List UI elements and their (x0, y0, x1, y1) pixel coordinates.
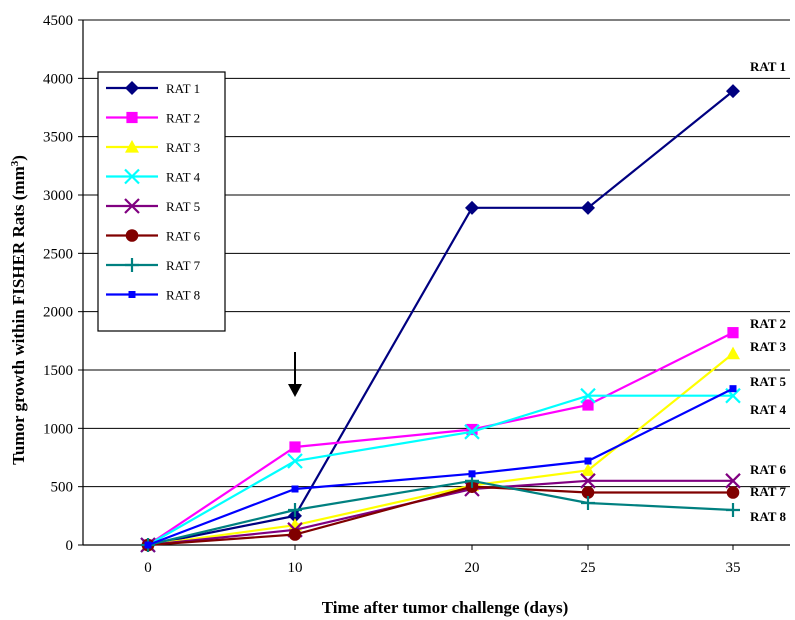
data-point (727, 327, 739, 339)
legend-item-4: RAT 4 (106, 168, 201, 185)
data-point (289, 441, 301, 453)
legend-item-2: RAT 2 (106, 111, 200, 126)
legend-item-5: RAT 5 (106, 198, 200, 214)
legend-item-8: RAT 8 (106, 288, 200, 303)
series-group (140, 84, 741, 553)
data-point (125, 81, 139, 95)
y-axis-title-close: ) (9, 155, 28, 161)
series-line (147, 331, 734, 546)
data-point (125, 229, 139, 242)
x-tick-labels: 0 10 20 25 35 (144, 545, 741, 576)
y-tick-label: 0 (66, 538, 74, 554)
data-point (124, 168, 140, 185)
data-point (729, 385, 737, 393)
y-tick-label: 500 (51, 480, 74, 496)
data-point (726, 346, 740, 360)
data-point (144, 541, 152, 549)
data-point (288, 503, 302, 517)
end-label-series-1: RAT 1 (750, 59, 786, 74)
legend-label: RAT 4 (166, 170, 201, 185)
legend: RAT 1 RAT 2 RAT 3 RAT 4 RAT 5 RAT 6 RAT 7 RAT 8 (97, 71, 226, 332)
series-line (147, 352, 734, 547)
data-point (584, 457, 592, 465)
end-label-series-4: RAT 4 (750, 402, 786, 417)
data-point (726, 503, 740, 517)
series-line (147, 387, 734, 547)
x-tick-label: 20 (465, 560, 480, 576)
data-point (126, 111, 138, 124)
series-2 (142, 327, 739, 551)
legend-box (97, 71, 226, 332)
data-point (128, 291, 136, 298)
data-point (726, 486, 740, 499)
end-label-series-5: RAT 5 (750, 374, 786, 389)
data-point (582, 399, 594, 411)
y-tick-label: 3500 (43, 130, 73, 146)
series-line (147, 394, 733, 546)
data-point (580, 387, 596, 404)
data-point (725, 473, 741, 489)
data-point (465, 200, 479, 215)
end-label-series-6: RAT 6 (750, 462, 786, 477)
legend-label: RAT 2 (166, 111, 200, 126)
legend-label: RAT 1 (166, 81, 200, 96)
end-label-series-3: RAT 3 (750, 339, 786, 354)
series-line (147, 479, 733, 547)
y-tick-label: 4000 (43, 71, 73, 87)
data-point (581, 496, 595, 510)
legend-label: RAT 5 (166, 199, 200, 214)
x-tick-label: 35 (726, 560, 741, 576)
data-point (726, 84, 740, 99)
x-tick-label: 10 (288, 560, 303, 576)
series-6 (141, 480, 740, 552)
series-8 (144, 385, 737, 549)
data-point (581, 486, 595, 499)
data-point (287, 453, 303, 469)
legend-item-3: RAT 3 (106, 140, 200, 155)
data-point (466, 423, 478, 436)
data-point (580, 473, 596, 489)
data-point (468, 470, 476, 478)
x-axis-title: Time after tumor challenge (days) (322, 598, 568, 617)
legend-label: RAT 7 (166, 258, 201, 273)
legend-label: RAT 3 (166, 140, 200, 155)
series-3 (141, 346, 740, 551)
end-label-series-2: RAT 2 (750, 316, 786, 331)
y-axis-title-main: Tumor growth within FISHER Rats (mm (9, 166, 28, 465)
data-point (581, 200, 595, 215)
legend-label: RAT 6 (166, 229, 201, 244)
end-label-series-8: RAT 8 (750, 509, 786, 524)
data-point (125, 258, 139, 272)
legend-item-6: RAT 6 (106, 229, 201, 244)
y-tick-label: 1000 (43, 421, 73, 437)
data-point (464, 424, 480, 440)
data-point (124, 198, 140, 214)
x-tick-label: 0 (144, 560, 152, 576)
data-point (125, 140, 139, 153)
end-label-series-7: RAT 7 (750, 484, 786, 499)
y-axis-title: Tumor growth within FISHER Rats (mm3) (9, 155, 28, 465)
legend-item-1: RAT 1 (106, 81, 200, 96)
data-point (581, 463, 595, 476)
legend-item-7: RAT 7 (106, 258, 201, 273)
y-tick-label: 2500 (43, 246, 73, 262)
y-tick-label: 4500 (43, 13, 73, 29)
data-point (288, 528, 302, 541)
y-tick-label: 3000 (43, 188, 73, 204)
legend-label: RAT 8 (166, 288, 200, 303)
y-tick-label: 1500 (43, 363, 73, 379)
down-arrow-annotation (288, 352, 302, 397)
y-tick-label: 2000 (43, 305, 73, 321)
y-axis-title-sup: 3 (9, 160, 21, 166)
x-tick-label: 25 (581, 560, 596, 576)
data-point (291, 485, 299, 493)
end-labels: RAT 1 RAT 2 RAT 3 RAT 4 RAT 5 RAT 6 RAT 7 RAT 8 (750, 59, 786, 524)
y-tick-labels: 0 500 1000 1500 2000 2500 3000 3500 4000 4500 (43, 13, 83, 554)
